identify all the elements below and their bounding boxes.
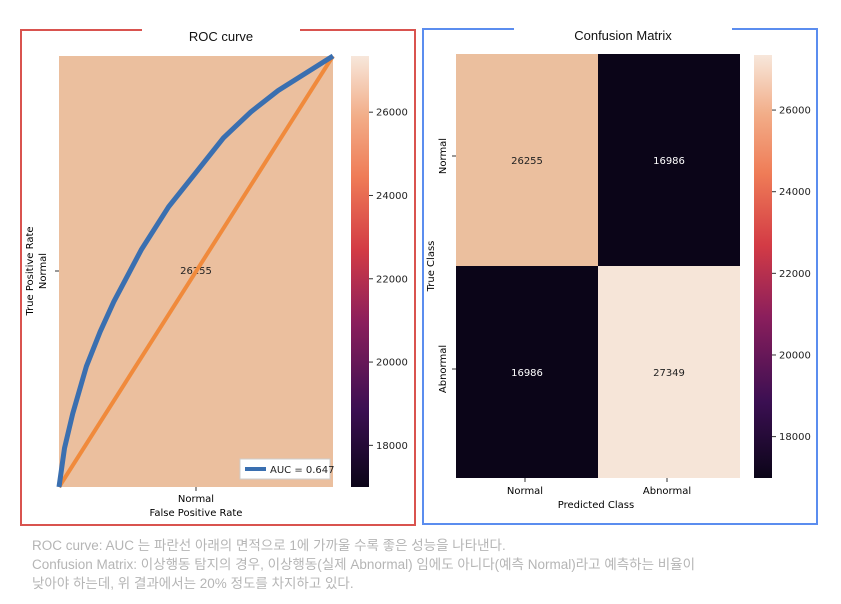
cm-title: Confusion Matrix: [514, 26, 732, 46]
cm-cell: [456, 54, 598, 266]
roc-chart: 26255 AUC = 0.647 Normal True Positive R…: [25, 53, 408, 519]
colorbar-tick-label: 26000: [376, 108, 408, 119]
roc-y-tick-label: Normal: [38, 253, 49, 289]
caption: ROC curve: AUC 는 파란선 아래의 면적으로 1에 가까울 수록 …: [32, 536, 822, 593]
cm-cell: [598, 266, 740, 478]
cm-panel: Confusion Matrix 26255 16986 16986 27349 No…: [422, 26, 818, 525]
roc-curve-line: [56, 53, 335, 488]
caption-line-3: 낮아야 하는데, 위 결과에서는 20% 정도를 차지하고 있다.: [32, 576, 354, 591]
colorbar-tick-label: 24000: [779, 187, 811, 198]
cm-chart: 26255 16986 16986 27349 Normal Abnormal Tru…: [426, 54, 811, 511]
roc-diagonal-line: [57, 54, 335, 489]
roc-colorbar: [351, 56, 369, 487]
roc-legend: AUC = 0.647: [239, 458, 335, 480]
cm-x-tick-label-abnormal: Abnormal: [643, 486, 691, 497]
roc-x-tick-label: Normal: [178, 494, 214, 505]
cm-cell-value: 26255: [511, 156, 543, 167]
cm-cell: [456, 266, 598, 478]
roc-x-axis-label: False Positive Rate: [150, 508, 243, 519]
cm-cell: [598, 54, 740, 266]
cm-y-axis-label: True Class: [426, 241, 437, 293]
legend-label: AUC = 0.647: [270, 465, 335, 476]
colorbar-tick-label: 20000: [376, 358, 408, 369]
colorbar-tick-label: 20000: [779, 350, 811, 361]
colorbar-tick-label: 26000: [779, 106, 811, 117]
cm-x-axis-label: Predicted Class: [558, 500, 634, 511]
roc-y-axis-label: True Positive Rate: [25, 226, 36, 316]
cm-y-tick-label-normal: Normal: [438, 138, 449, 174]
cm-cell-value: 16986: [511, 368, 543, 379]
caption-line-1: ROC curve: AUC 는 파란선 아래의 면적으로 1에 가까울 수록 …: [32, 538, 506, 553]
colorbar-tick-label: 22000: [779, 269, 811, 280]
caption-line-2: Confusion Matrix: 이상행동 탐지의 경우, 이상행동(실제 A…: [32, 557, 696, 572]
colorbar-tick-label: 18000: [376, 441, 408, 452]
cm-cell-value: 27349: [653, 368, 685, 379]
roc-panel: ROC curve 26255 AUC = 0.647 Normal True …: [20, 27, 416, 526]
colorbar-tick-label: 18000: [779, 432, 811, 443]
colorbar-tick-label: 22000: [376, 274, 408, 285]
cm-cell-value: 16986: [653, 156, 685, 167]
roc-title: ROC curve: [142, 27, 300, 47]
cm-x-tick-label-normal: Normal: [507, 486, 543, 497]
cm-colorbar: [754, 55, 772, 478]
cm-y-tick-label-abnormal: Abnormal: [438, 345, 449, 393]
colorbar-tick-label: 24000: [376, 191, 408, 202]
legend-box: [239, 458, 331, 480]
